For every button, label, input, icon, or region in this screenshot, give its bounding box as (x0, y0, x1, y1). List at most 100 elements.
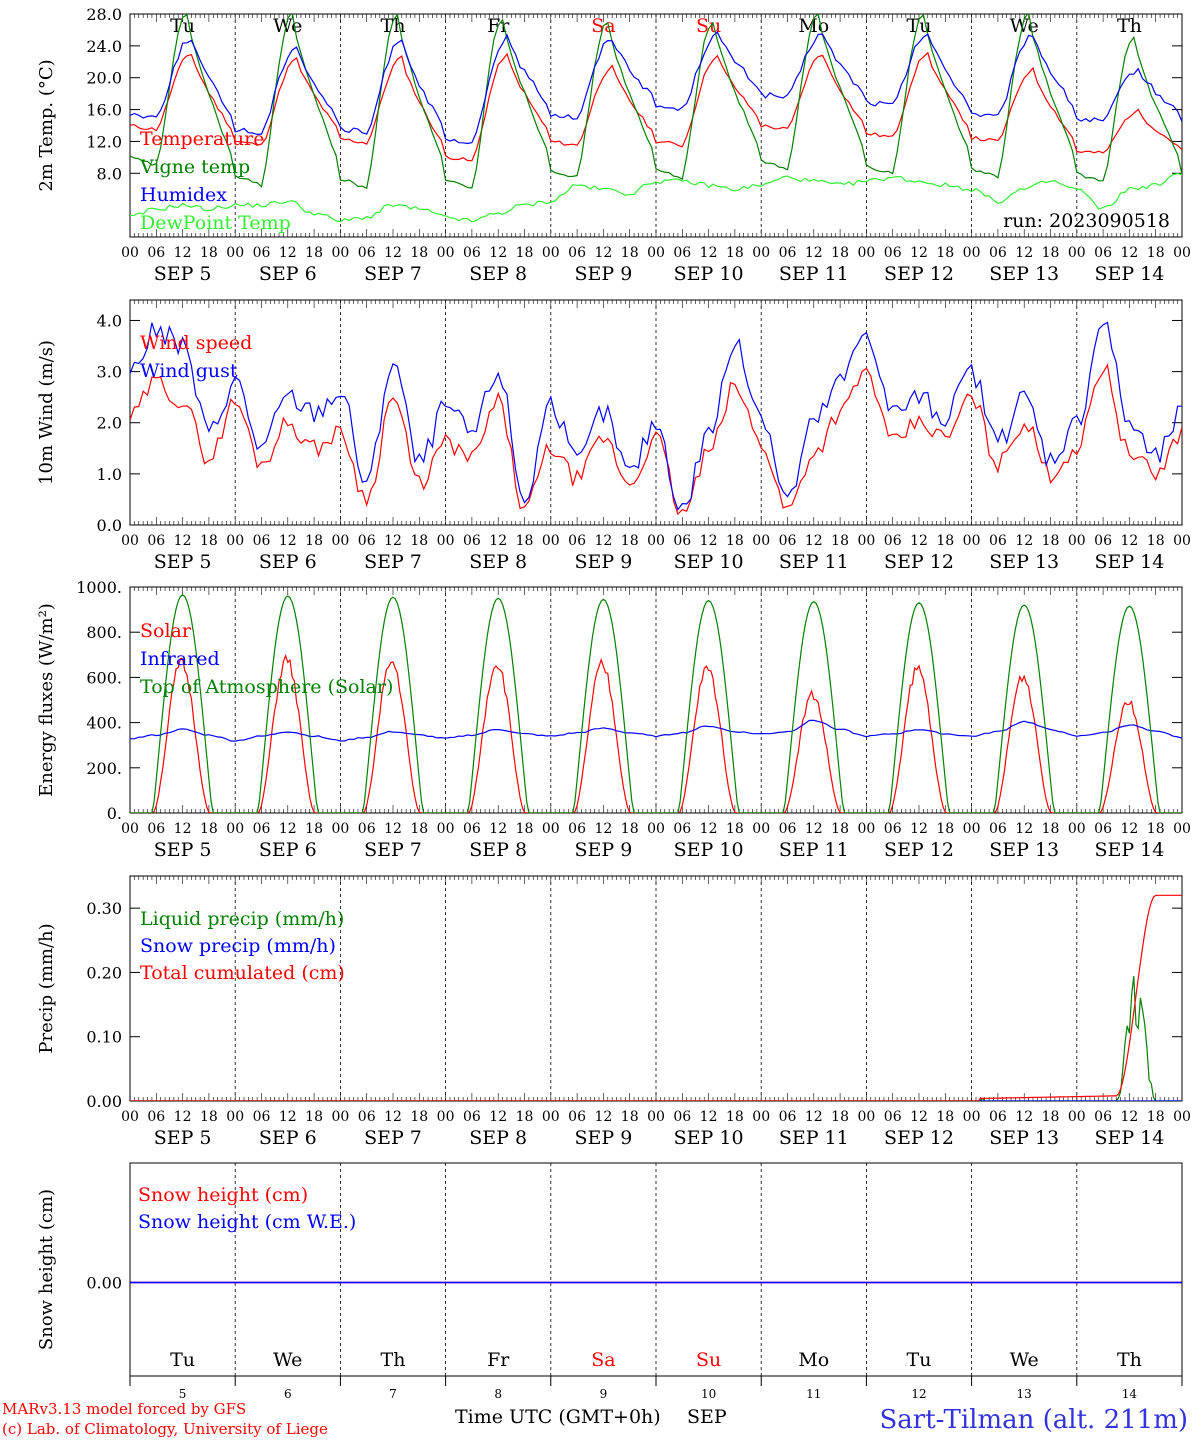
hour-tick-label: 06 (1094, 245, 1112, 261)
hour-tick-label: 12 (279, 533, 297, 549)
hour-tick-label: 06 (673, 1109, 691, 1125)
hour-tick-label: 18 (621, 1109, 639, 1125)
day-label: SEP 13 (989, 551, 1059, 573)
day-label: SEP 8 (469, 839, 527, 861)
weekday-label: Mo (798, 1349, 829, 1371)
y-axis-label: 2m Temp. (°C) (36, 59, 57, 191)
hour-tick-label: 06 (989, 245, 1007, 261)
hour-tick-label: 12 (594, 533, 612, 549)
hour-tick-label: 00 (857, 821, 875, 837)
day-label: SEP 8 (469, 263, 527, 285)
day-label: SEP 11 (779, 839, 849, 861)
day-number: 9 (600, 1387, 608, 1401)
hour-tick-label: 06 (568, 245, 586, 261)
hour-tick-label: 18 (621, 533, 639, 549)
hour-tick-label: 12 (910, 821, 928, 837)
hour-tick-label: 06 (358, 821, 376, 837)
hour-tick-label: 18 (1042, 1109, 1060, 1125)
hour-tick-label: 06 (884, 1109, 902, 1125)
hour-tick-label: 18 (200, 1109, 218, 1125)
hour-tick-label: 18 (1147, 245, 1165, 261)
y-tick-label: 0.00 (86, 1092, 122, 1111)
day-label: SEP 6 (259, 551, 317, 573)
hour-tick-label: 00 (1068, 821, 1086, 837)
hour-tick-label: 00 (121, 1109, 139, 1125)
hour-tick-label: 18 (831, 1109, 849, 1125)
hour-tick-label: 12 (1015, 1109, 1033, 1125)
x-axis-title: Time UTC (GMT+0h) (455, 1406, 661, 1428)
day-label: SEP 14 (1094, 551, 1164, 573)
series-wind-speed (130, 363, 1182, 516)
y-tick-label: 200. (86, 759, 122, 778)
y-tick-label: 3.0 (97, 363, 122, 382)
y-tick-label: 0.00 (86, 1274, 122, 1293)
hour-tick-label: 06 (253, 533, 271, 549)
hour-tick-label: 00 (437, 821, 455, 837)
day-label: SEP 6 (259, 1127, 317, 1149)
y-axis-label: Energy fluxes (W/m²) (36, 603, 57, 797)
plot-frame (129, 299, 1183, 526)
hour-tick-label: 00 (857, 1109, 875, 1125)
day-number: 11 (806, 1387, 821, 1401)
hour-tick-label: 06 (884, 245, 902, 261)
hour-tick-label: 18 (200, 245, 218, 261)
legend-entry: Vigne temp (139, 156, 250, 178)
day-label: SEP 10 (674, 839, 744, 861)
hour-tick-label: 18 (1147, 533, 1165, 549)
station-name: Sart-Tilman (alt. 211m) (879, 1405, 1188, 1435)
hour-tick-label: 18 (1042, 821, 1060, 837)
hour-tick-label: 06 (253, 821, 271, 837)
day-label: SEP 14 (1094, 263, 1164, 285)
hour-tick-label: 18 (410, 533, 428, 549)
hour-tick-label: 00 (437, 533, 455, 549)
weekday-label: Th (1117, 15, 1142, 37)
hour-tick-label: 06 (358, 533, 376, 549)
snow-panel: 0.00 Snow height (cm) Tu We Th Fr Sa Su Mo Tu We Th… (36, 1162, 1183, 1401)
hour-tick-label: 12 (594, 245, 612, 261)
hour-tick-label: 18 (200, 821, 218, 837)
hour-tick-label: 12 (174, 245, 192, 261)
hour-tick-label: 12 (489, 245, 507, 261)
hour-tick-label: 12 (700, 821, 718, 837)
hour-tick-label: 18 (936, 1109, 954, 1125)
y-tick-label: 0.20 (86, 963, 122, 982)
hour-tick-label: 18 (726, 1109, 744, 1125)
hour-tick-label: 18 (726, 245, 744, 261)
precip-panel: 0.00 0.10 0.20 0.30 Precip (mm/h) 00 06 12 18 SEP… (36, 875, 1191, 1149)
weekday-label: Fr (487, 1349, 510, 1371)
day-label: SEP 8 (469, 551, 527, 573)
hour-tick-label: 12 (1015, 245, 1033, 261)
hour-tick-label: 18 (516, 533, 534, 549)
y-tick-label: 400. (86, 714, 122, 733)
y-tick-label: 1.0 (97, 465, 122, 484)
hour-tick-label: 18 (516, 245, 534, 261)
hour-tick-label: 06 (673, 533, 691, 549)
weekday-label: Tu (170, 1349, 195, 1371)
hour-tick-label: 06 (779, 1109, 797, 1125)
energy-panel: 0. 200. 400. 600. 800. 1000. Energy fluxes (W/… (36, 578, 1191, 861)
hour-tick-label: 06 (463, 245, 481, 261)
day-label: SEP 5 (154, 1127, 212, 1149)
day-number: 6 (284, 1387, 292, 1401)
hour-tick-label: 00 (1173, 1109, 1191, 1125)
hour-tick-label: 18 (621, 245, 639, 261)
hour-tick-label: 00 (331, 533, 349, 549)
y-tick-label: 16.0 (86, 101, 122, 120)
x-axis-month: SEP (687, 1406, 727, 1428)
weekday-label: Tu (170, 15, 195, 37)
hour-tick-label: 00 (752, 1109, 770, 1125)
hour-tick-label: 00 (1068, 245, 1086, 261)
hour-tick-label: 12 (910, 245, 928, 261)
hour-tick-label: 12 (384, 245, 402, 261)
weekday-label: Th (381, 15, 406, 37)
hour-tick-label: 12 (594, 821, 612, 837)
y-tick-label: 2.0 (97, 414, 122, 433)
y-tick-label: 800. (86, 623, 122, 642)
hour-tick-label: 12 (805, 245, 823, 261)
hour-tick-label: 00 (542, 245, 560, 261)
hour-tick-label: 18 (1147, 1109, 1165, 1125)
day-label: SEP 13 (989, 263, 1059, 285)
legend-entry: DewPoint Temp (140, 212, 291, 234)
legend-entry: Temperature (140, 128, 264, 150)
day-number: 12 (911, 1387, 926, 1401)
